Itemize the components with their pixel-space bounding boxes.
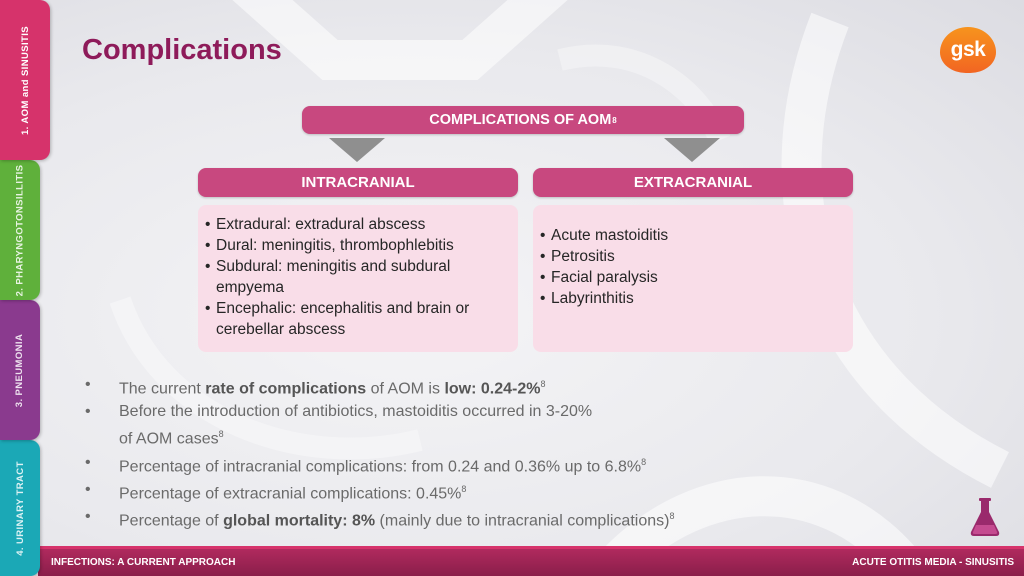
- arrow-down-icon: [664, 138, 720, 162]
- note-text: Percentage of extracranial complications…: [119, 485, 462, 503]
- footer-divider: [38, 546, 1024, 549]
- tab-label: 1. AOM and SINUSITIS: [19, 25, 31, 135]
- list-item: Extradural: extradural abscess: [205, 214, 510, 235]
- note-text: The current: [119, 380, 206, 398]
- note-item: Percentage of extracranial complications…: [82, 478, 782, 505]
- list-item: Facial paralysis: [540, 267, 845, 288]
- logo-text: gsk: [950, 38, 986, 61]
- note-ref: 8: [540, 379, 546, 389]
- note-text: (mainly due to intracranial complication…: [375, 512, 670, 530]
- tab-pharyngotonsillitis[interactable]: 2. PHARYNGOTONSILLITIS: [0, 160, 40, 300]
- arrow-down-icon: [329, 138, 385, 162]
- list-item: Labyrinthitis: [540, 288, 845, 309]
- flask-icon: [970, 498, 1000, 536]
- notes-list: The current rate of complications of AOM…: [82, 373, 782, 533]
- intracranial-header: INTRACRANIAL: [198, 168, 518, 197]
- tab-aom-sinusitis[interactable]: 1. AOM and SINUSITIS: [0, 0, 50, 160]
- note-ref: 8: [669, 511, 675, 522]
- extracranial-header: EXTRACRANIAL: [533, 168, 853, 197]
- footer-bar: INFECTIONS: A CURRENT APPROACH ACUTE OTI…: [38, 549, 1024, 576]
- page-title: Complications: [82, 34, 282, 66]
- note-bold: rate of complications: [205, 380, 367, 398]
- tab-urinary-tract[interactable]: 4. URINARY TRACT: [0, 440, 40, 576]
- tab-pneumonia[interactable]: 3. PNEUMONIA: [0, 300, 40, 440]
- header-label: COMPLICATIONS OF AOM: [429, 112, 612, 128]
- tab-label: 3. PNEUMONIA: [14, 333, 26, 407]
- tab-label: 4. URINARY TRACT: [14, 460, 26, 556]
- intracranial-list-box: Extradural: extradural abscess Dural: me…: [198, 205, 518, 352]
- list-item: Encephalic: encephalitis and brain or ce…: [205, 298, 510, 340]
- note-text: Before the introduction of antibiotics, …: [119, 403, 593, 448]
- note-item: The current rate of complications of AOM…: [82, 373, 782, 400]
- note-bold: global mortality: 8%: [223, 512, 376, 530]
- note-item: Percentage of global mortality: 8% (main…: [82, 505, 782, 532]
- note-text: Percentage of: [119, 512, 224, 530]
- complications-of-aom-header: COMPLICATIONS OF AOM 8: [302, 106, 744, 134]
- gsk-logo: gsk: [940, 27, 996, 73]
- list-item: Dural: meningitis, thrombophlebitis: [205, 235, 510, 256]
- note-text: of AOM is: [366, 380, 445, 398]
- note-text: Percentage of intracranial complications…: [119, 457, 642, 475]
- note-bold: low: 0.24-2%: [444, 380, 541, 398]
- header-ref: 8: [612, 115, 617, 125]
- footer-right-label: ACUTE OTITIS MEDIA - SINUSITIS: [852, 557, 1014, 568]
- note-ref: 8: [641, 456, 647, 467]
- intracranial-label: INTRACRANIAL: [301, 174, 415, 191]
- list-item: Subdural: meningitis and subdural empyem…: [205, 256, 510, 298]
- note-ref: 8: [461, 483, 467, 494]
- extracranial-list-box: Acute mastoiditis Petrositis Facial para…: [533, 205, 853, 352]
- note-ref: 8: [218, 429, 224, 440]
- tab-label: 2. PHARYNGOTONSILLITIS: [14, 164, 26, 296]
- extracranial-label: EXTRACRANIAL: [633, 174, 753, 191]
- list-item: Acute mastoiditis: [540, 225, 845, 246]
- footer-left-label: INFECTIONS: A CURRENT APPROACH: [51, 557, 236, 568]
- list-item: Petrositis: [540, 246, 845, 267]
- note-item: Before the introduction of antibiotics, …: [82, 400, 782, 450]
- note-item: Percentage of intracranial complications…: [82, 451, 782, 478]
